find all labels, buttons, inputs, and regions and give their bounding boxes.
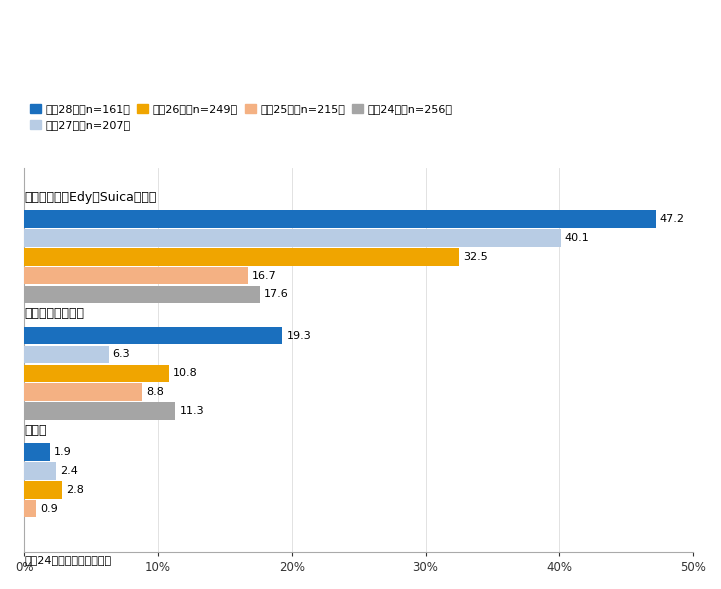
- Bar: [25, 481, 62, 498]
- Bar: [25, 500, 36, 517]
- Text: クレジットカード: クレジットカード: [25, 307, 84, 320]
- Text: 2.8: 2.8: [66, 485, 84, 495]
- Text: 平成24年該当調査項目なし: 平成24年該当調査項目なし: [25, 555, 111, 565]
- Bar: [25, 229, 561, 247]
- Legend: 平成28年（n=161）, 平成27年（n=207）, 平成26年（n=249）, 平成25年（n=215）, 平成24年（n=256）: 平成28年（n=161）, 平成27年（n=207）, 平成26年（n=249）…: [30, 104, 452, 130]
- Text: 16.7: 16.7: [252, 270, 276, 280]
- Bar: [25, 327, 283, 345]
- Text: その他: その他: [25, 423, 47, 436]
- Text: 1.9: 1.9: [53, 447, 71, 457]
- Text: 8.8: 8.8: [146, 387, 164, 397]
- Bar: [25, 402, 175, 420]
- Bar: [25, 444, 50, 461]
- Text: 19.3: 19.3: [286, 330, 311, 340]
- Bar: [25, 365, 169, 382]
- Text: 40.1: 40.1: [565, 233, 589, 243]
- Text: 10.8: 10.8: [173, 368, 198, 378]
- Bar: [25, 462, 56, 479]
- Bar: [25, 210, 655, 228]
- Bar: [25, 383, 142, 401]
- Bar: [25, 248, 459, 266]
- Bar: [25, 286, 260, 303]
- Text: 32.5: 32.5: [463, 252, 487, 262]
- Text: 11.3: 11.3: [180, 406, 204, 416]
- Text: 電子マネー（Edy、Suicaなど）: 電子マネー（Edy、Suicaなど）: [25, 191, 156, 204]
- Text: 2.4: 2.4: [61, 466, 79, 476]
- Bar: [25, 346, 109, 363]
- Text: 6.3: 6.3: [112, 349, 131, 359]
- Text: 47.2: 47.2: [660, 214, 685, 224]
- Text: 17.6: 17.6: [264, 289, 288, 299]
- Text: 0.9: 0.9: [40, 504, 58, 514]
- Bar: [25, 267, 247, 284]
